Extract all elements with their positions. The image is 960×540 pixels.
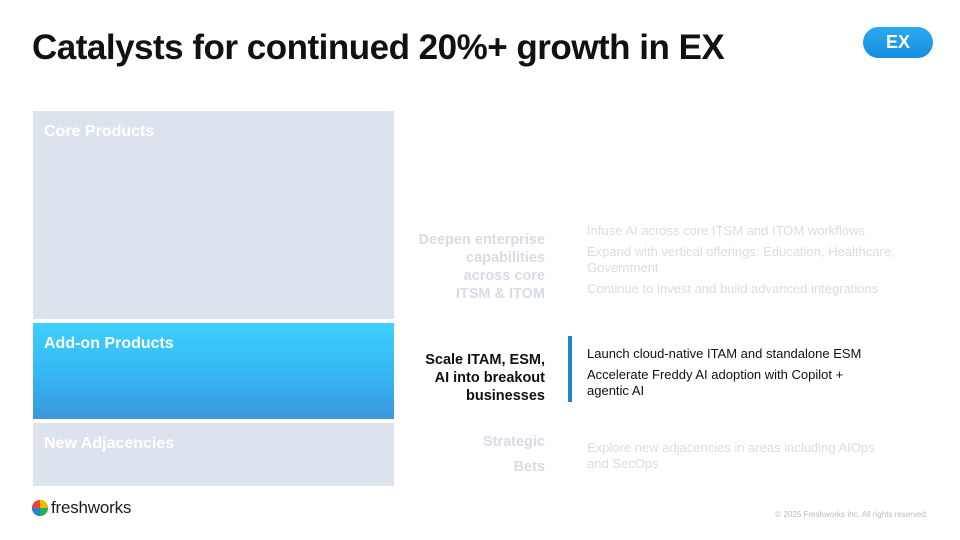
new-adjacencies-label: New Adjacencies bbox=[44, 435, 175, 452]
label-line: Deepen enterprise bbox=[418, 232, 545, 248]
new-adjacencies-block: New Adjacencies bbox=[33, 423, 394, 486]
highlight-bar bbox=[568, 336, 572, 402]
bullets-strategic: Explore new adjacencies in areas includi… bbox=[587, 440, 887, 477]
bullet-item: Continue to invest and build advanced in… bbox=[587, 281, 879, 296]
core-products-block: Core Products bbox=[33, 111, 394, 319]
bullet-item: Launch cloud-native ITAM and standalone … bbox=[587, 346, 862, 361]
label-line: Scale ITAM, ESM, bbox=[425, 352, 545, 368]
row-label-deepen: Deepen enterprise capabilities across co… bbox=[418, 231, 545, 303]
core-products-label: Core Products bbox=[44, 123, 155, 140]
slide-title: Catalysts for continued 20%+ growth in E… bbox=[32, 28, 725, 67]
bullet-item: Accelerate Freddy AI adoption with Copil… bbox=[587, 367, 844, 398]
label-line: businesses bbox=[466, 388, 545, 404]
label-line: capabilities bbox=[466, 250, 545, 266]
label-line: ITSM & ITOM bbox=[455, 286, 545, 302]
label-line: Bets bbox=[513, 459, 545, 475]
bullets-scale: Launch cloud-native ITAM and standalone … bbox=[587, 346, 887, 404]
freshworks-flower-icon bbox=[31, 499, 49, 517]
copyright-text: © 2025 Freshworks Inc. All rights reserv… bbox=[775, 510, 928, 519]
label-line: Strategic bbox=[482, 434, 545, 450]
label-line: AI into breakout bbox=[434, 370, 545, 386]
row-label-scale: Scale ITAM, ESM, AI into breakout busine… bbox=[425, 351, 545, 405]
bullets-deepen: Infuse AI across core ITSM and ITOM work… bbox=[587, 223, 917, 302]
bullet-item: Infuse AI across core ITSM and ITOM work… bbox=[587, 223, 865, 238]
addon-products-block: Add-on Products bbox=[33, 323, 394, 419]
addon-products-label: Add-on Products bbox=[44, 335, 174, 352]
row-label-strategic: Strategic Bets bbox=[483, 433, 545, 476]
bullet-item: Expand with vertical offerings: Educatio… bbox=[587, 244, 895, 275]
bullet-item: Explore new adjacencies in areas includi… bbox=[587, 440, 875, 471]
ex-badge: EX bbox=[863, 27, 933, 58]
brand-name: freshworks bbox=[51, 498, 132, 517]
freshworks-logo: freshworks bbox=[31, 498, 131, 518]
label-line: across core bbox=[463, 268, 545, 284]
